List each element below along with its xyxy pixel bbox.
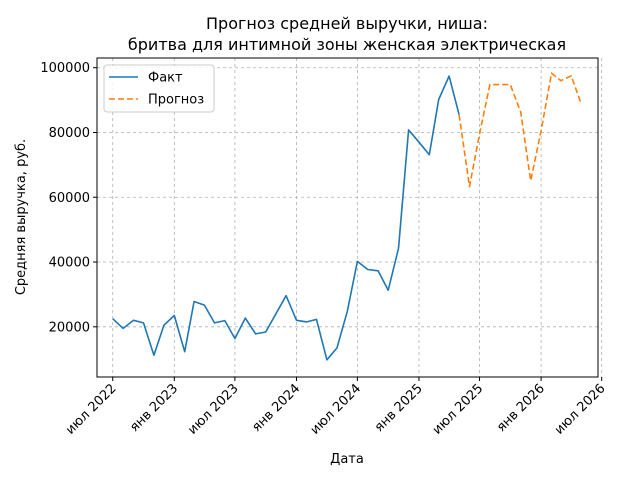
series-layer xyxy=(112,72,583,361)
legend-label: Прогноз xyxy=(148,93,204,108)
grid xyxy=(97,58,603,377)
series-line-fact xyxy=(112,75,460,361)
legend-label: Факт xyxy=(148,71,183,86)
legend: Факт Прогноз xyxy=(103,64,215,113)
series-line-forecast xyxy=(458,72,583,188)
plot-area-frame xyxy=(96,57,599,378)
y-tick-label: 80000 xyxy=(49,126,90,141)
y-tick-label: 40000 xyxy=(49,256,90,271)
chart-title: Прогноз средней выручки, ниша: xyxy=(206,14,488,33)
chart-subtitle: бритва для интимной зоны женская электри… xyxy=(128,35,566,54)
y-axis-label: Средняя выручка, руб. xyxy=(14,139,29,295)
x-axis-label: Дата xyxy=(330,452,364,467)
y-tick-label: 100000 xyxy=(40,61,90,76)
y-tick-label: 60000 xyxy=(49,191,90,206)
y-tick-label: 20000 xyxy=(49,320,90,335)
y-axis: 20000 40000 60000 80000 100000 xyxy=(40,61,97,335)
